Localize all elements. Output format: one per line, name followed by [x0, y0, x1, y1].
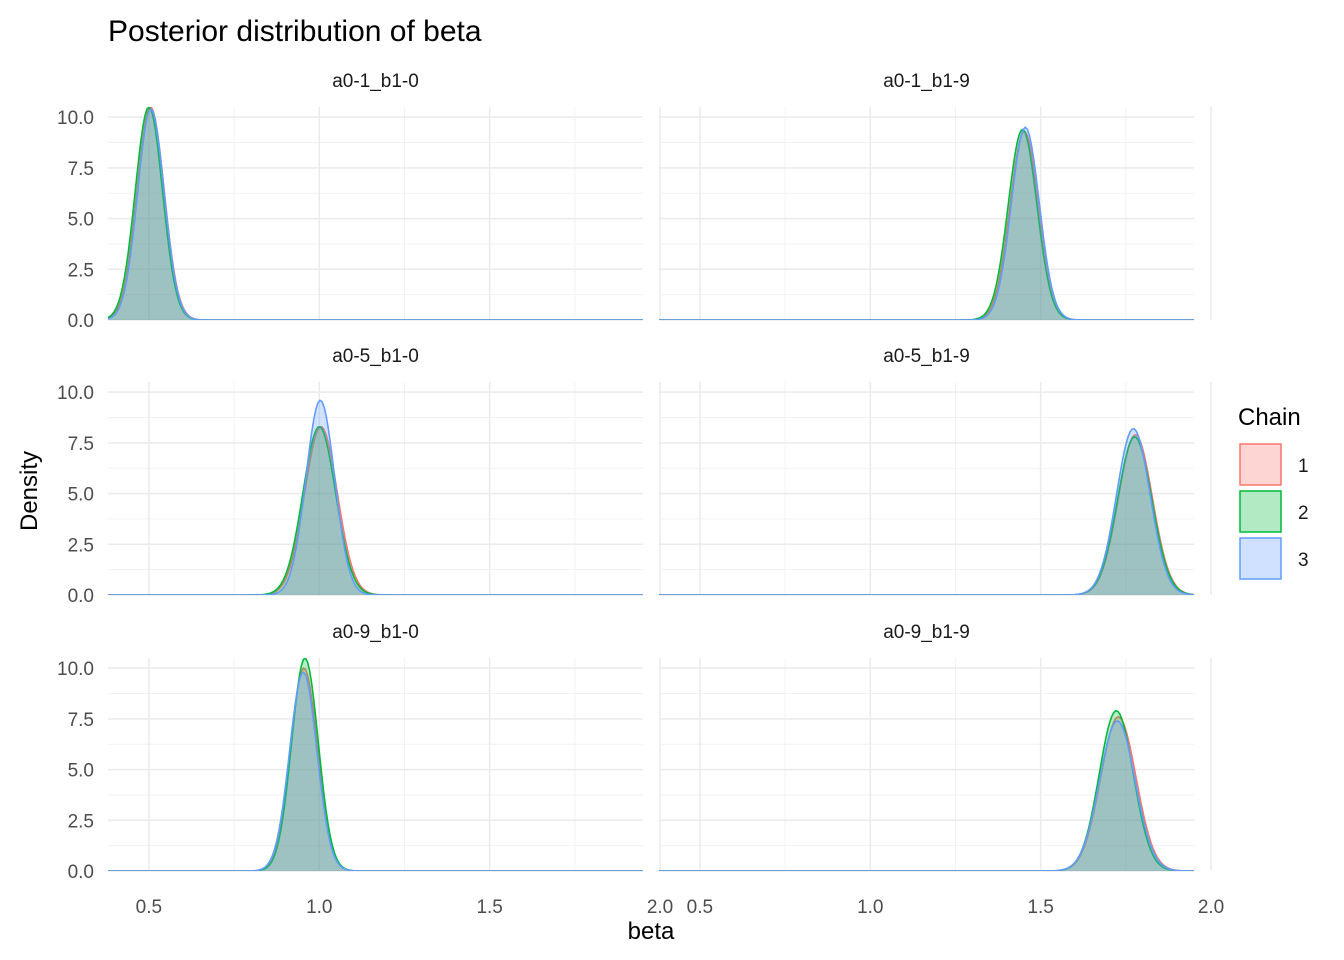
facet-label: a0-9_b1-9 — [883, 622, 970, 643]
y-tick-label: 0.0 — [68, 586, 94, 607]
y-tick-label: 7.5 — [68, 159, 94, 180]
density-line-chain-1 — [108, 107, 643, 320]
density-area-chain-2 — [108, 107, 643, 320]
density-area-chain-1 — [659, 435, 1194, 595]
density-area-chain-1 — [659, 131, 1194, 320]
x-tick-label: 2.0 — [647, 897, 673, 918]
x-tick-label: 0.5 — [136, 897, 162, 918]
x-tick-label: 1.5 — [1027, 897, 1053, 918]
y-tick-label: 2.5 — [68, 535, 94, 556]
chart-title: Posterior distribution of beta — [108, 15, 482, 48]
legend-key-bg — [1240, 538, 1281, 579]
density-area-chain-2 — [659, 436, 1194, 595]
x-tick-label: 1.5 — [476, 897, 502, 918]
y-tick-label: 10.0 — [57, 108, 94, 129]
panel-a0-1_b1-0: a0-1_b1-0 0.0 2.5 5.0 7.5 10.0 — [57, 71, 661, 332]
density-area-chain-2 — [108, 658, 643, 871]
legend-label: 1 — [1298, 456, 1309, 477]
panel-a0-5_b1-0: a0-5_b1-0 0.0 2.5 5.0 7.5 10.0 — [57, 346, 661, 607]
density-area-chain-3 — [108, 672, 643, 871]
density-line-chain-3 — [108, 399, 643, 595]
legend-key-chain-3 — [1239, 537, 1282, 580]
panels: a0-1_b1-0 0.0 2.5 5.0 7.5 10.0 a0-1_b1-9 a0-5_b… — [57, 71, 1224, 918]
x-tick-label: 0.5 — [687, 897, 713, 918]
density-area-chain-2 — [659, 129, 1194, 320]
density-line-chain-2 — [108, 658, 643, 871]
facet-label: a0-1_b1-9 — [883, 71, 970, 92]
y-tick-label: 10.0 — [57, 383, 94, 404]
series-group — [659, 428, 1194, 595]
y-tick-label: 10.0 — [57, 659, 94, 680]
legend-label: 2 — [1298, 503, 1309, 524]
facet-label: a0-9_b1-0 — [332, 622, 419, 643]
legend-key-chain-2 — [1239, 490, 1282, 533]
facet-label: a0-5_b1-9 — [883, 346, 970, 367]
series-group — [659, 709, 1194, 871]
legend-key-chain-1 — [1239, 443, 1282, 486]
series-group — [108, 399, 643, 595]
series-group — [108, 107, 643, 320]
density-line-chain-3 — [659, 428, 1194, 595]
panel-a0-9_b1-0: a0-9_b1-0 0.0 2.5 5.0 7.5 10.0 0.5 1.0 1.5 2.0 — [57, 622, 673, 918]
legend-title: Chain — [1238, 404, 1301, 431]
x-axis-title: beta — [628, 918, 675, 945]
density-line-chain-3 — [108, 671, 643, 871]
density-area-chain-3 — [108, 400, 643, 595]
series-group — [108, 658, 643, 871]
density-area-chain-3 — [108, 109, 643, 320]
density-line-chain-3 — [659, 720, 1194, 871]
facet-label: a0-5_b1-0 — [332, 346, 419, 367]
y-tick-label: 5.0 — [68, 761, 94, 782]
panel-a0-9_b1-9: a0-9_b1-9 0.5 1.0 1.5 2.0 — [659, 622, 1224, 918]
panel-a0-1_b1-9: a0-1_b1-9 — [659, 71, 1212, 321]
density-line-chain-3 — [108, 107, 643, 320]
x-tick-label: 1.0 — [306, 897, 332, 918]
series-group — [659, 126, 1194, 320]
y-tick-label: 5.0 — [68, 485, 94, 506]
y-tick-label: 2.5 — [68, 811, 94, 832]
y-tick-label: 2.5 — [68, 260, 94, 281]
density-line-chain-3 — [659, 126, 1194, 320]
density-line-chain-2 — [108, 107, 643, 320]
y-tick-label: 5.0 — [68, 210, 94, 231]
density-line-chain-2 — [659, 128, 1194, 320]
y-tick-label: 7.5 — [68, 434, 94, 455]
x-tick-label: 1.0 — [857, 897, 883, 918]
panel-a0-5_b1-9: a0-5_b1-9 — [659, 346, 1212, 596]
density-area-chain-2 — [659, 710, 1194, 871]
legend-key-bg — [1240, 444, 1281, 485]
y-tick-label: 0.0 — [68, 862, 94, 883]
density-line-chain-2 — [659, 435, 1194, 595]
density-area-chain-1 — [108, 107, 643, 320]
density-area-chain-3 — [659, 720, 1194, 871]
density-line-chain-2 — [659, 709, 1194, 871]
y-axis-title: Density — [16, 451, 43, 531]
legend: Chain 1 2 3 — [1238, 404, 1309, 580]
facet-label: a0-1_b1-0 — [332, 71, 419, 92]
density-area-chain-3 — [659, 127, 1194, 320]
legend-key-bg — [1240, 491, 1281, 532]
x-tick-label: 2.0 — [1198, 897, 1224, 918]
legend-label: 3 — [1298, 550, 1309, 571]
density-line-chain-1 — [659, 130, 1194, 320]
y-tick-label: 7.5 — [68, 710, 94, 731]
density-area-chain-1 — [659, 716, 1194, 871]
y-tick-label: 0.0 — [68, 311, 94, 332]
